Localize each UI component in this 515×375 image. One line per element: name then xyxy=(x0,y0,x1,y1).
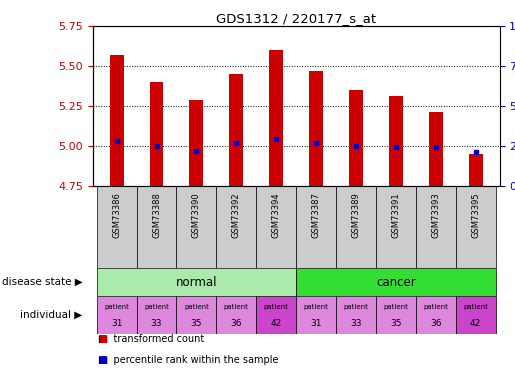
Bar xyxy=(376,296,416,334)
Bar xyxy=(177,296,216,334)
Text: patient: patient xyxy=(144,304,169,310)
Text: 35: 35 xyxy=(191,319,202,328)
Text: ■  transformed count: ■ transformed count xyxy=(98,334,204,344)
Bar xyxy=(349,90,363,186)
Bar xyxy=(229,74,243,186)
Bar xyxy=(416,296,456,334)
Bar xyxy=(469,154,483,186)
Bar xyxy=(97,186,136,268)
Text: GSM73389: GSM73389 xyxy=(351,192,360,238)
Text: 42: 42 xyxy=(270,319,282,328)
Text: GSM73395: GSM73395 xyxy=(471,192,480,238)
Bar xyxy=(269,50,283,186)
Text: GSM73386: GSM73386 xyxy=(112,192,121,238)
Bar xyxy=(110,55,124,186)
Text: patient: patient xyxy=(344,304,368,310)
Bar xyxy=(456,296,495,334)
Title: GDS1312 / 220177_s_at: GDS1312 / 220177_s_at xyxy=(216,12,376,25)
Bar xyxy=(256,186,296,268)
Text: 35: 35 xyxy=(390,319,402,328)
Text: 31: 31 xyxy=(111,319,123,328)
Text: GSM73388: GSM73388 xyxy=(152,192,161,238)
Text: disease state ▶: disease state ▶ xyxy=(2,277,82,287)
Text: normal: normal xyxy=(176,276,217,289)
Text: GSM73387: GSM73387 xyxy=(312,192,320,238)
Text: patient: patient xyxy=(383,304,408,310)
Text: ■: ■ xyxy=(98,355,107,365)
Text: cancer: cancer xyxy=(376,276,416,289)
Bar xyxy=(149,82,163,186)
Text: ■  percentile rank within the sample: ■ percentile rank within the sample xyxy=(98,355,278,365)
Text: individual ▶: individual ▶ xyxy=(20,310,82,320)
Bar xyxy=(136,296,177,334)
Bar xyxy=(256,296,296,334)
Text: patient: patient xyxy=(184,304,209,310)
Text: GSM73391: GSM73391 xyxy=(391,192,400,238)
Bar xyxy=(296,268,495,296)
Text: ■: ■ xyxy=(98,334,107,344)
Text: GSM73390: GSM73390 xyxy=(192,192,201,238)
Text: patient: patient xyxy=(463,304,488,310)
Text: patient: patient xyxy=(104,304,129,310)
Text: 42: 42 xyxy=(470,319,481,328)
Bar xyxy=(190,100,203,186)
Bar xyxy=(296,186,336,268)
Bar xyxy=(429,112,443,186)
Bar xyxy=(309,71,323,186)
Bar xyxy=(296,296,336,334)
Text: patient: patient xyxy=(264,304,288,310)
Text: 36: 36 xyxy=(231,319,242,328)
Text: GSM73392: GSM73392 xyxy=(232,192,241,238)
Text: GSM73394: GSM73394 xyxy=(272,192,281,238)
Bar xyxy=(216,296,256,334)
Bar xyxy=(97,296,136,334)
Text: 33: 33 xyxy=(151,319,162,328)
Bar xyxy=(456,186,495,268)
Text: 31: 31 xyxy=(311,319,322,328)
Bar xyxy=(336,186,376,268)
Bar xyxy=(177,186,216,268)
Bar xyxy=(376,186,416,268)
Bar xyxy=(97,268,296,296)
Bar xyxy=(336,296,376,334)
Bar xyxy=(389,96,403,186)
Bar xyxy=(136,186,177,268)
Text: patient: patient xyxy=(304,304,329,310)
Text: 36: 36 xyxy=(430,319,441,328)
Bar xyxy=(416,186,456,268)
Text: 33: 33 xyxy=(350,319,362,328)
Text: GSM73393: GSM73393 xyxy=(431,192,440,238)
Text: patient: patient xyxy=(423,304,448,310)
Bar xyxy=(216,186,256,268)
Text: patient: patient xyxy=(224,304,249,310)
